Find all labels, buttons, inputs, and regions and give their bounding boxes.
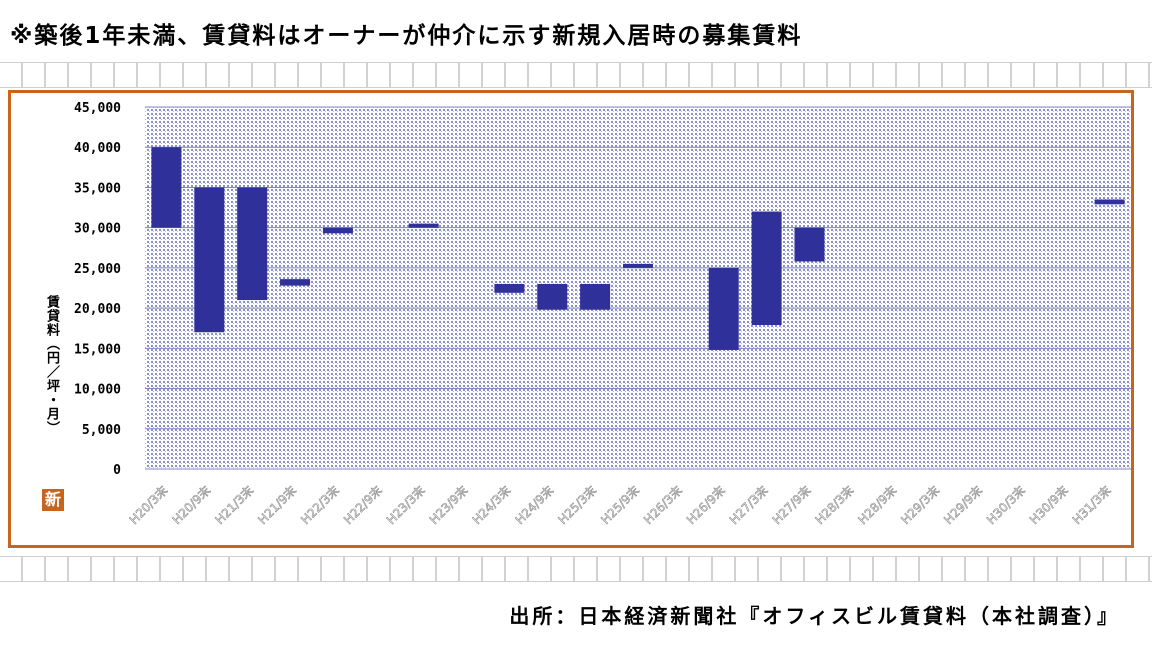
x-tick-label: H22/9末: [341, 483, 385, 527]
x-tick-label: H30/9末: [1027, 483, 1071, 527]
plot-area: [145, 107, 1131, 469]
x-axis-ticks: H20/3末 H20/9末 H21/3末 H21/9末 H22/3末 H22/9末 H23/…: [126, 483, 1114, 527]
range-bar: [751, 211, 782, 326]
new-stamp-badge: 新: [42, 489, 64, 511]
range-bar-chart: 0 5,000 10,000 15,000 20,000 25,000 30,000 35,0…: [74, 101, 1131, 527]
y-axis-label: 賃貸料（円／坪・月）: [44, 295, 59, 435]
x-tick-label: H30/3末: [984, 483, 1028, 527]
range-bar: [708, 267, 739, 350]
range-bar: [280, 279, 311, 286]
y-tick-label: 25,000: [74, 262, 121, 277]
bottom-grid-band: [0, 556, 1152, 582]
range-bar: [194, 187, 225, 333]
x-tick-label: H25/9末: [598, 483, 642, 527]
top-grid-band: [0, 62, 1152, 88]
x-tick-label: H28/3末: [813, 483, 857, 527]
range-bar: [151, 147, 182, 228]
x-tick-label: H23/9末: [427, 483, 471, 527]
x-tick-label: H20/3末: [127, 483, 171, 527]
x-tick-label: H20/9末: [170, 483, 214, 527]
y-tick-label: 30,000: [74, 222, 121, 237]
x-tick-label: H27/9末: [770, 483, 814, 527]
note-text: ※築後1年未満、賃貸料はオーナーが仲介に示す新規入居時の募集賃料: [10, 23, 803, 49]
x-tick-label: H31/3末: [1070, 483, 1114, 527]
x-tick-label: H26/3末: [641, 483, 685, 527]
chart-frame: 0 5,000 10,000 15,000 20,000 25,000 30,000 35,0…: [8, 90, 1134, 548]
range-bar: [623, 263, 653, 268]
range-bar: [794, 227, 825, 262]
x-tick-label: H28/9末: [856, 483, 900, 527]
x-tick-label: H21/9末: [255, 483, 299, 527]
range-bar: [408, 223, 439, 228]
range-bar: [322, 227, 353, 234]
y-tick-label: 5,000: [82, 423, 121, 438]
y-tick-label: 0: [113, 463, 121, 478]
y-tick-label: 20,000: [74, 302, 121, 317]
source-text: 出所：日本経済新聞社『オフィスビル賃貸料（本社調査）』: [509, 604, 1120, 628]
y-tick-label: 10,000: [74, 383, 121, 398]
x-tick-label: H25/3末: [555, 483, 599, 527]
range-bar: [237, 187, 268, 301]
y-tick-label: 35,000: [74, 181, 121, 196]
y-tick-label: 15,000: [74, 342, 121, 357]
x-tick-label: H29/9末: [941, 483, 985, 527]
range-bar: [1094, 199, 1125, 205]
x-tick-label: H24/3末: [470, 483, 514, 527]
y-axis-ticks: 0 5,000 10,000 15,000 20,000 25,000 30,000 35,0…: [74, 101, 121, 478]
x-tick-label: H23/3末: [384, 483, 428, 527]
x-tick-label: H26/9末: [684, 483, 728, 527]
x-tick-label: H21/3末: [212, 483, 256, 527]
range-bars: [151, 147, 1125, 350]
y-tick-label: 45,000: [74, 101, 121, 116]
x-tick-label: H24/9末: [513, 483, 557, 527]
x-tick-label: H22/3末: [298, 483, 342, 527]
range-bar: [580, 283, 611, 310]
range-bar: [494, 283, 525, 293]
range-bar: [537, 283, 568, 310]
y-tick-label: 40,000: [74, 141, 121, 156]
x-tick-label: H27/3末: [727, 483, 771, 527]
x-tick-label: H29/3末: [898, 483, 942, 527]
